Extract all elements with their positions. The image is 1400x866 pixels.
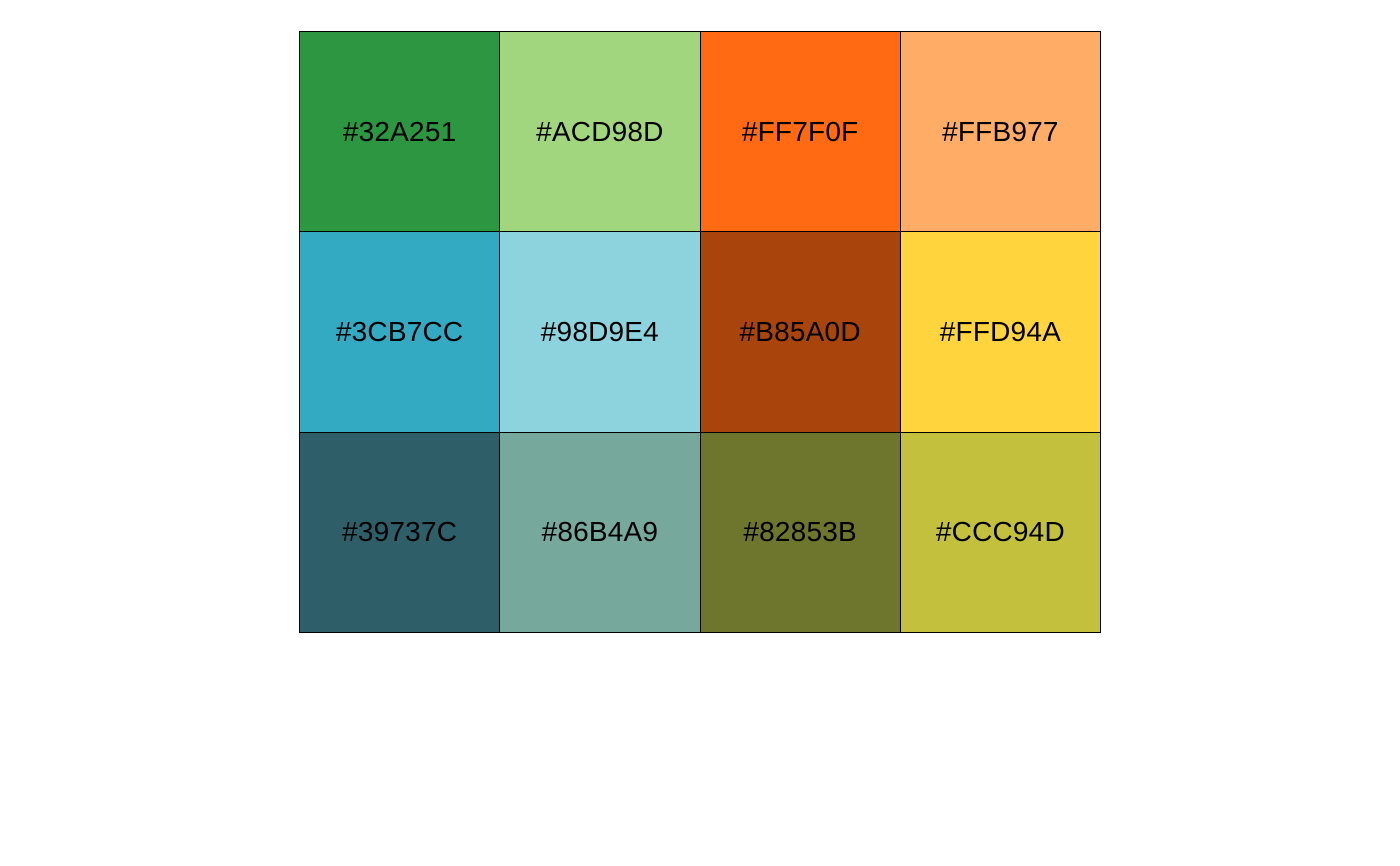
swatch-86b4a9: #86B4A9 bbox=[500, 432, 701, 633]
swatch-label: #FFB977 bbox=[942, 115, 1059, 147]
swatch-label: #ACD98D bbox=[536, 115, 664, 147]
swatch-label: #FF7F0F bbox=[741, 115, 859, 147]
swatch-label: #3CB7CC bbox=[335, 315, 464, 347]
swatch-label: #98D9E4 bbox=[540, 315, 659, 347]
swatch-ffd94a: #FFD94A bbox=[900, 232, 1101, 433]
swatch-label: #32A251 bbox=[342, 115, 457, 147]
swatch-82853b: #82853B bbox=[700, 432, 901, 633]
swatch-ccc94d: #CCC94D bbox=[900, 432, 1101, 633]
swatch-b85a0d: #B85A0D bbox=[700, 232, 901, 433]
swatch-ff7f0f: #FF7F0F bbox=[700, 32, 901, 233]
swatch-acd98d: #ACD98D bbox=[500, 32, 701, 233]
color-swatch-grid: #32A251 #ACD98D #FF7F0F #FFB977 #3CB7CC … bbox=[299, 31, 1101, 633]
swatch-98d9e4: #98D9E4 bbox=[500, 232, 701, 433]
swatch-label: #FFD94A bbox=[939, 315, 1061, 347]
swatch-label: #86B4A9 bbox=[541, 516, 659, 548]
swatch-32a251: #32A251 bbox=[300, 32, 501, 233]
swatch-ffb977: #FFB977 bbox=[900, 32, 1101, 233]
swatch-label: #82853B bbox=[743, 516, 857, 548]
swatch-3cb7cc: #3CB7CC bbox=[300, 232, 501, 433]
swatch-label: #CCC94D bbox=[935, 516, 1065, 548]
swatch-39737c: #39737C bbox=[300, 432, 501, 633]
swatch-label: #39737C bbox=[342, 516, 458, 548]
swatch-label: #B85A0D bbox=[739, 315, 861, 347]
